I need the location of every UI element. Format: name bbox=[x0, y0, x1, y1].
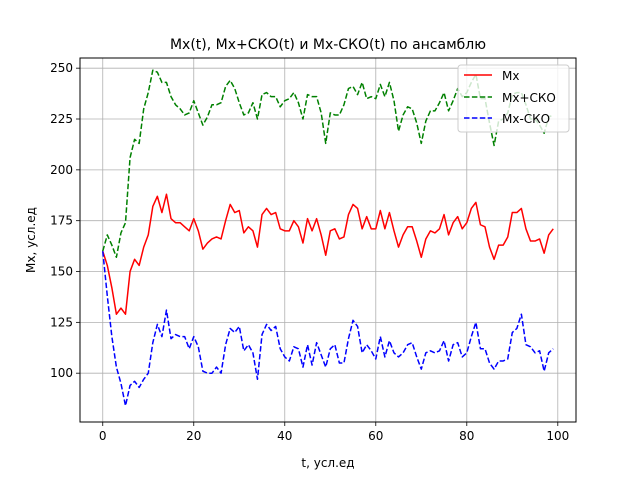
chart-title: Mx(t), Mx+СКО(t) и Mx-СКО(t) по ансамблю bbox=[170, 37, 486, 53]
y-tick-label: 250 bbox=[50, 61, 73, 75]
x-tick-label: 60 bbox=[368, 429, 383, 443]
y-tick-label: 100 bbox=[50, 366, 73, 380]
x-axis-label: t, усл.ед bbox=[301, 456, 354, 470]
x-tick-label: 80 bbox=[459, 429, 474, 443]
y-tick-label: 225 bbox=[50, 112, 73, 126]
legend: Mx Mx+СКО Mx-СКО bbox=[457, 64, 570, 133]
series-line-mx-minus-sko bbox=[102, 251, 554, 407]
legend-label-mx-plus-sko: Mx+СКО bbox=[502, 91, 556, 105]
y-tick-label: 150 bbox=[50, 265, 73, 279]
grid bbox=[80, 58, 576, 422]
x-tick-label: 40 bbox=[277, 429, 292, 443]
legend-box bbox=[457, 64, 570, 133]
y-axis-label: Mx, усл.ед bbox=[24, 207, 38, 273]
y-tick-label: 125 bbox=[50, 315, 73, 329]
y-tick-label: 200 bbox=[50, 163, 73, 177]
y-tick-label: 175 bbox=[50, 214, 73, 228]
legend-label-mx-minus-sko: Mx-СКО bbox=[502, 112, 550, 126]
series-line-mx bbox=[102, 193, 554, 315]
legend-label-mx: Mx bbox=[502, 69, 519, 83]
x-axis-ticks: 0 20 40 60 80 100 bbox=[99, 422, 569, 443]
x-tick-label: 20 bbox=[186, 429, 201, 443]
y-axis-ticks: 100 125 150 175 200 225 250 bbox=[50, 61, 80, 380]
x-tick-label: 0 bbox=[99, 429, 107, 443]
x-tick-label: 100 bbox=[546, 429, 569, 443]
plot-frame bbox=[79, 57, 577, 423]
